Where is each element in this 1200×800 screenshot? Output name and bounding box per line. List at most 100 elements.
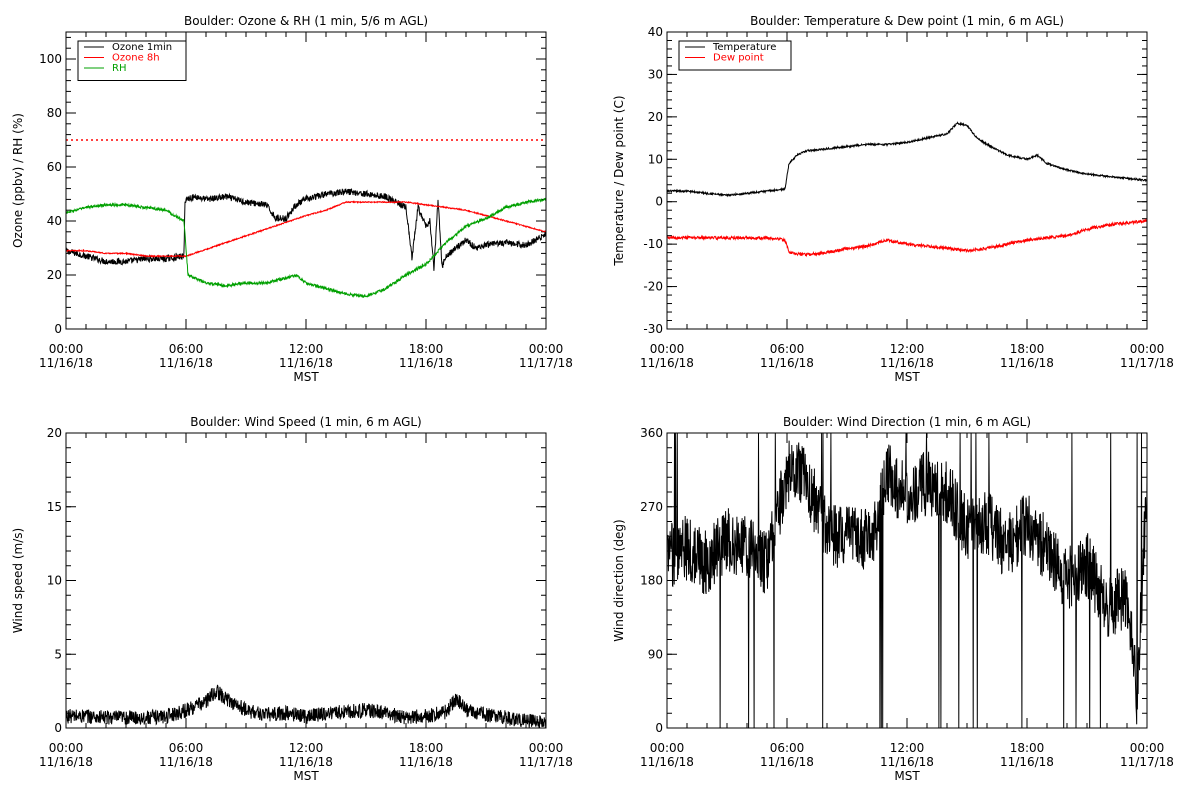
plot-frame <box>65 31 547 330</box>
chart-panel-3: Boulder: Wind Speed (1 min, 6 m AGL) 0 5 10… <box>11 415 573 783</box>
x-tick-date: 11/16/18 <box>159 356 213 370</box>
y-tick-label: 180 <box>640 574 663 588</box>
x-tick-time: 06:00 <box>169 741 204 755</box>
y-tick-label: 30 <box>648 67 663 81</box>
series-line-1 <box>66 684 546 728</box>
y-tick-label: -20 <box>643 280 663 294</box>
y-tick-label: 60 <box>47 160 62 174</box>
y-tick-label: 5 <box>54 647 62 661</box>
chart-title: Boulder: Ozone & RH (1 min, 5/6 m AGL) <box>184 14 428 28</box>
y-axis-label: Ozone (ppbv) / RH (%) <box>11 113 25 248</box>
chart-panel-2: Boulder: Temperature & Dew point (1 min,… <box>612 14 1174 384</box>
y-tick-label: -30 <box>643 322 663 336</box>
x-tick-time: 00:00 <box>1130 342 1165 356</box>
x-tick-date: 11/16/18 <box>159 755 213 769</box>
y-tick-label: 15 <box>47 500 62 514</box>
legend-label: RH <box>112 63 126 74</box>
y-tick-label: 20 <box>47 268 62 282</box>
chart-title: Boulder: Wind Direction (1 min, 6 m AGL) <box>783 415 1031 429</box>
y-tick-label: 0 <box>54 721 62 735</box>
x-axis-label: MST <box>894 769 920 783</box>
y-tick-label: 90 <box>648 647 663 661</box>
series-line-3 <box>66 197 546 299</box>
x-tick-date: 11/17/18 <box>519 755 573 769</box>
y-tick-label: 20 <box>648 110 663 124</box>
x-tick-date: 11/16/18 <box>1000 755 1054 769</box>
series-line-2 <box>667 218 1147 258</box>
y-tick-label: 0 <box>54 322 62 336</box>
x-tick-time: 00:00 <box>650 741 685 755</box>
y-tick-label: 20 <box>47 426 62 440</box>
series-line-2 <box>66 200 546 259</box>
x-tick-time: 06:00 <box>770 741 805 755</box>
y-tick-label: 80 <box>47 106 62 120</box>
x-axis-label: MST <box>293 769 319 783</box>
plot-frame <box>666 432 1148 729</box>
y-tick-label: 360 <box>640 426 663 440</box>
series-line-1 <box>667 433 1147 728</box>
y-tick-label: 40 <box>648 25 663 39</box>
x-tick-time: 12:00 <box>289 342 324 356</box>
y-axis-label: Wind direction (deg) <box>612 519 626 641</box>
series-line-1 <box>66 188 546 271</box>
y-tick-label: 0 <box>655 721 663 735</box>
y-tick-label: 100 <box>39 52 62 66</box>
x-tick-time: 00:00 <box>529 342 564 356</box>
x-tick-time: 00:00 <box>49 342 84 356</box>
x-tick-date: 11/16/18 <box>279 755 333 769</box>
x-tick-date: 11/16/18 <box>399 356 453 370</box>
legend-label: Dew point <box>713 53 764 64</box>
y-tick-label: 270 <box>640 500 663 514</box>
x-tick-date: 11/16/18 <box>760 356 814 370</box>
x-tick-time: 18:00 <box>1010 741 1045 755</box>
x-axis-label: MST <box>293 370 319 384</box>
y-tick-label: -10 <box>643 237 663 251</box>
legend-label: Ozone 8h <box>112 53 160 64</box>
y-axis-label: Temperature / Dew point (C) <box>612 95 626 266</box>
plot-frame <box>666 31 1148 330</box>
x-tick-date: 11/16/18 <box>880 755 934 769</box>
x-tick-time: 00:00 <box>49 741 84 755</box>
x-tick-time: 00:00 <box>529 741 564 755</box>
x-tick-time: 00:00 <box>1130 741 1165 755</box>
y-tick-label: 40 <box>47 214 62 228</box>
x-tick-time: 12:00 <box>890 741 925 755</box>
legend-label: Ozone 1min <box>112 42 172 53</box>
x-tick-date: 11/16/18 <box>760 755 814 769</box>
x-tick-date: 11/17/18 <box>1120 356 1174 370</box>
x-tick-date: 11/16/18 <box>640 755 694 769</box>
x-tick-date: 11/16/18 <box>880 356 934 370</box>
x-tick-time: 12:00 <box>289 741 324 755</box>
x-tick-date: 11/17/18 <box>519 356 573 370</box>
x-axis-label: MST <box>894 370 920 384</box>
y-tick-label: 10 <box>47 574 62 588</box>
x-tick-time: 06:00 <box>770 342 805 356</box>
x-tick-time: 18:00 <box>1010 342 1045 356</box>
x-tick-date: 11/17/18 <box>1120 755 1174 769</box>
chart-title: Boulder: Temperature & Dew point (1 min,… <box>750 14 1064 28</box>
legend-box <box>678 40 792 71</box>
x-tick-date: 11/16/18 <box>399 755 453 769</box>
y-axis-label: Wind speed (m/s) <box>11 528 25 633</box>
chart-panel-1: Boulder: Ozone & RH (1 min, 5/6 m AGL) 0 2… <box>11 14 573 384</box>
x-tick-time: 06:00 <box>169 342 204 356</box>
x-tick-time: 18:00 <box>409 741 444 755</box>
x-tick-date: 11/16/18 <box>39 755 93 769</box>
legend-box <box>77 40 187 81</box>
chart-panel-4: Boulder: Wind Direction (1 min, 6 m AGL)… <box>612 415 1174 783</box>
series-line-1 <box>667 121 1147 198</box>
legend-label: Temperature <box>712 42 776 53</box>
chart-title: Boulder: Wind Speed (1 min, 6 m AGL) <box>190 415 422 429</box>
y-tick-label: 0 <box>655 195 663 209</box>
y-tick-label: 10 <box>648 152 663 166</box>
x-tick-date: 11/16/18 <box>279 356 333 370</box>
plot-frame <box>65 432 547 729</box>
x-tick-date: 11/16/18 <box>39 356 93 370</box>
x-tick-time: 00:00 <box>650 342 685 356</box>
x-tick-time: 18:00 <box>409 342 444 356</box>
x-tick-time: 12:00 <box>890 342 925 356</box>
x-tick-date: 11/16/18 <box>640 356 694 370</box>
